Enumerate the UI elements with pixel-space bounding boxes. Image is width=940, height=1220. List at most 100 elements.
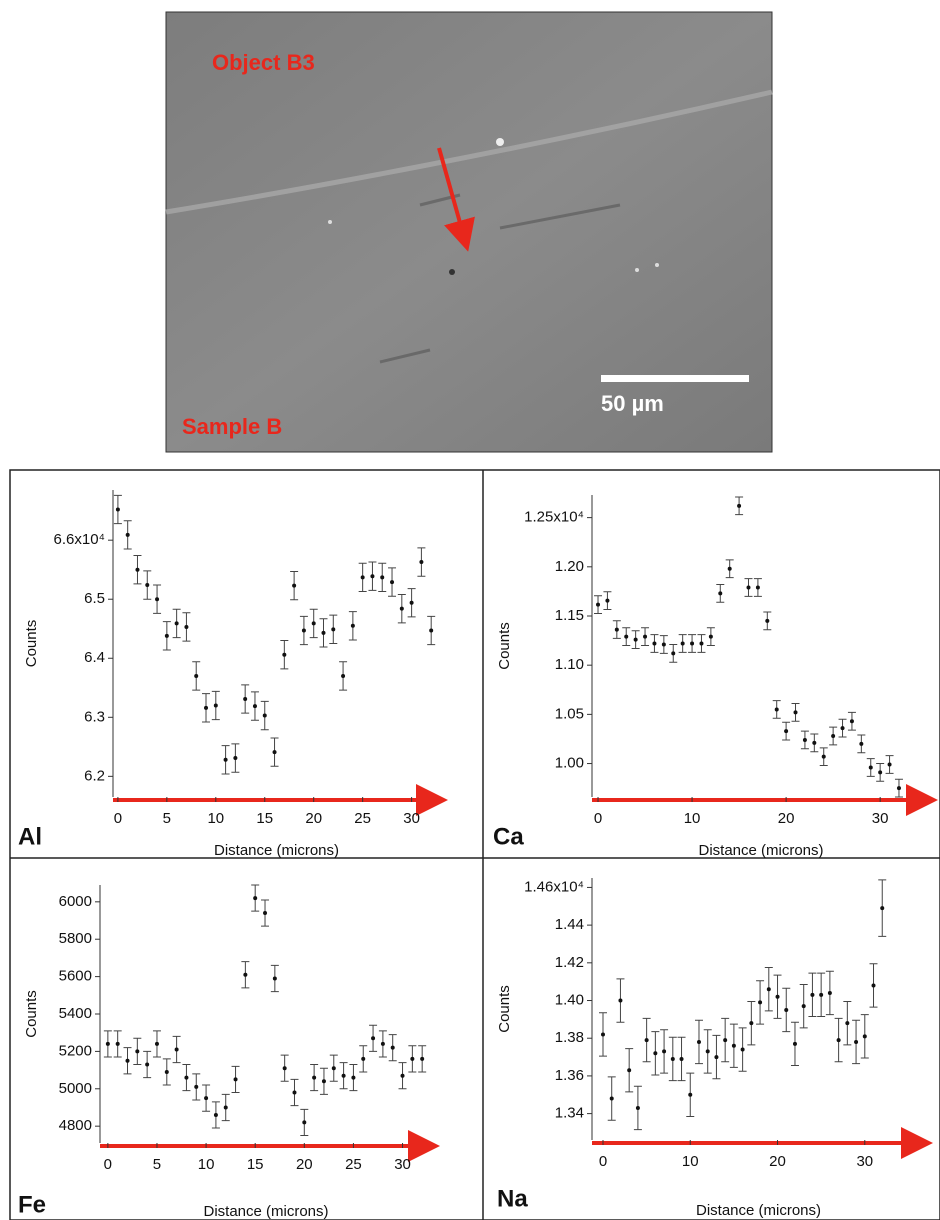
y-tick-label: 1.00: [555, 755, 584, 772]
data-point: [802, 737, 807, 742]
data-point: [341, 1073, 346, 1078]
y-axis-label: Counts: [23, 990, 40, 1038]
data-point: [605, 598, 610, 603]
data-point: [292, 1090, 297, 1095]
data-point: [609, 1096, 614, 1101]
data-point: [243, 972, 248, 977]
data-point: [718, 591, 723, 596]
data-point: [624, 634, 629, 639]
panel-label: Fe: [18, 1191, 46, 1218]
data-point: [371, 1036, 376, 1041]
data-point: [758, 1000, 763, 1005]
data-point: [145, 583, 150, 588]
data-point: [643, 634, 648, 639]
x-tick-label: 30: [856, 1153, 873, 1170]
data-point: [419, 560, 424, 565]
data-point: [262, 713, 267, 718]
micrograph: 50 µm Object B3 Sample B: [165, 11, 773, 453]
data-point: [766, 987, 771, 992]
data-point: [737, 503, 742, 508]
data-point: [115, 507, 120, 512]
data-point: [351, 1075, 356, 1080]
data-point: [331, 1066, 336, 1071]
x-tick-label: 0: [114, 810, 122, 827]
y-tick-label: 1.42: [555, 954, 584, 971]
x-tick-label: 15: [256, 810, 273, 827]
data-point: [400, 1073, 405, 1078]
image-streak: [165, 89, 773, 215]
data-point: [827, 990, 832, 995]
data-point: [135, 1049, 140, 1054]
y-tick-label: 5400: [59, 1005, 92, 1022]
data-point: [399, 606, 404, 611]
x-axis-label: Distance (microns): [214, 842, 339, 859]
data-point: [263, 911, 268, 916]
data-point: [410, 1056, 415, 1061]
data-point: [880, 906, 885, 911]
image-arrow: [437, 147, 475, 252]
data-point: [194, 673, 199, 678]
data-point: [679, 1056, 684, 1061]
data-point: [184, 1075, 189, 1080]
data-point: [784, 729, 789, 734]
data-point: [831, 734, 836, 739]
data-point: [859, 741, 864, 746]
data-point: [380, 575, 385, 580]
x-tick-label: 30: [394, 1156, 411, 1173]
data-point: [849, 719, 854, 724]
x-tick-label: 0: [104, 1156, 112, 1173]
data-point: [671, 651, 676, 656]
y-tick-label: 1.10: [555, 656, 584, 673]
y-tick-label: 1.34: [555, 1105, 584, 1122]
y-axis-label: Counts: [496, 622, 513, 670]
data-point: [868, 765, 873, 770]
data-point: [370, 574, 375, 579]
data-point: [321, 1079, 326, 1084]
y-tick-label: 5200: [59, 1042, 92, 1059]
panel-borders: [9, 469, 940, 1220]
data-point: [301, 628, 306, 633]
y-tick-label: 1.25x10⁴: [524, 509, 584, 526]
x-tick-label: 25: [354, 810, 371, 827]
data-point: [292, 583, 297, 588]
x-tick-label: 30: [872, 810, 889, 827]
data-point: [765, 618, 770, 623]
data-point: [887, 762, 892, 767]
data-point: [680, 641, 685, 646]
x-tick-label: 25: [345, 1156, 362, 1173]
panel-label: Ca: [493, 823, 524, 850]
data-point: [896, 786, 901, 791]
data-point: [204, 1096, 209, 1101]
x-axis-label: Distance (microns): [203, 1203, 328, 1220]
data-point: [653, 1051, 658, 1056]
image-label: Object B3: [212, 50, 315, 75]
x-tick-label: 20: [305, 810, 322, 827]
data-point: [233, 1077, 238, 1082]
data-point: [878, 770, 883, 775]
x-tick-label: 5: [153, 1156, 161, 1173]
data-point: [331, 627, 336, 632]
scale-bar-label: 50 µm: [601, 391, 664, 416]
x-tick-label: 20: [769, 1153, 786, 1170]
y-tick-label: 5600: [59, 968, 92, 985]
data-point: [233, 756, 238, 761]
data-point: [105, 1041, 110, 1046]
data-point: [223, 757, 228, 762]
y-axis-label: Counts: [23, 620, 40, 668]
data-point: [836, 1038, 841, 1043]
data-point: [840, 726, 845, 731]
data-point: [174, 621, 179, 626]
data-point: [708, 634, 713, 639]
data-point: [819, 992, 824, 997]
data-point: [282, 652, 287, 657]
y-tick-label: 1.15: [555, 607, 584, 624]
y-tick-label: 1.20: [555, 558, 584, 575]
data-point: [690, 641, 695, 646]
data-point: [115, 1041, 120, 1046]
y-tick-label: 6.4: [84, 649, 105, 666]
scale-bar: [601, 375, 749, 382]
data-point: [429, 628, 434, 633]
data-point: [705, 1049, 710, 1054]
data-point: [145, 1062, 150, 1067]
